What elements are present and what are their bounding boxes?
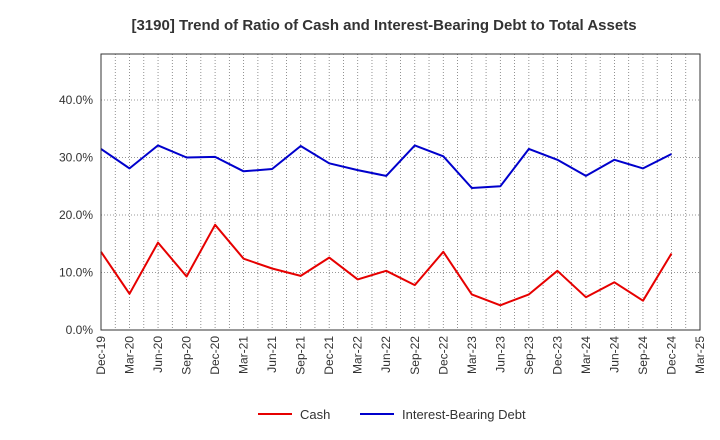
- legend-label-cash: Cash: [300, 407, 330, 422]
- x-tick-label: Sep-21: [294, 336, 308, 375]
- y-tick-label: 0.0%: [66, 323, 94, 337]
- x-tick-label: Mar-25: [693, 336, 707, 374]
- y-tick-label: 10.0%: [59, 266, 93, 280]
- x-tick-label: Jun-20: [151, 336, 165, 373]
- y-tick-label: 30.0%: [59, 151, 93, 165]
- x-tick-label: Sep-22: [408, 336, 422, 375]
- plot-area-border: [100, 53, 701, 331]
- x-tick-label: Mar-22: [351, 336, 365, 374]
- x-tick-label: Sep-20: [180, 336, 194, 375]
- legend: Cash Interest-Bearing Debt: [258, 407, 526, 422]
- x-tick-label: Sep-23: [522, 336, 536, 375]
- x-tick-label: Jun-22: [379, 336, 393, 373]
- x-tick-label: Mar-23: [465, 336, 479, 374]
- y-tick-label: 40.0%: [59, 93, 93, 107]
- x-tick-label: Mar-20: [123, 336, 137, 374]
- series-line-cash: [100, 223, 673, 307]
- grid: [100, 54, 701, 331]
- y-tick-label: 20.0%: [59, 208, 93, 222]
- x-tick-label: Jun-23: [493, 336, 507, 373]
- x-tick-label: Mar-21: [237, 336, 251, 374]
- x-tick-label: Jun-24: [607, 336, 621, 373]
- series-line-interest-bearing-debt: [100, 144, 672, 189]
- x-tick-label: Dec-20: [208, 336, 222, 375]
- x-tick-label: Dec-19: [94, 336, 108, 375]
- x-axis-labels: Dec-19 Mar-20 Jun-20 Sep-20 Dec-20 Mar-21 Jun-…: [94, 336, 707, 375]
- legend-label-interest-bearing-debt: Interest-Bearing Debt: [402, 407, 526, 422]
- x-tick-label: Mar-24: [579, 336, 593, 374]
- x-tick-label: Jun-21: [265, 336, 279, 373]
- x-tick-label: Dec-23: [550, 336, 564, 375]
- chart-title: [3190] Trend of Ratio of Cash and Intere…: [131, 17, 636, 34]
- series-lines: [100, 144, 673, 307]
- x-tick-label: Dec-21: [322, 336, 336, 375]
- x-tick-label: Sep-24: [636, 336, 650, 375]
- x-tick-label: Dec-24: [664, 336, 678, 375]
- y-axis-labels: 0.0% 10.0% 20.0% 30.0% 40.0%: [59, 93, 93, 337]
- x-tick-label: Dec-22: [436, 336, 450, 375]
